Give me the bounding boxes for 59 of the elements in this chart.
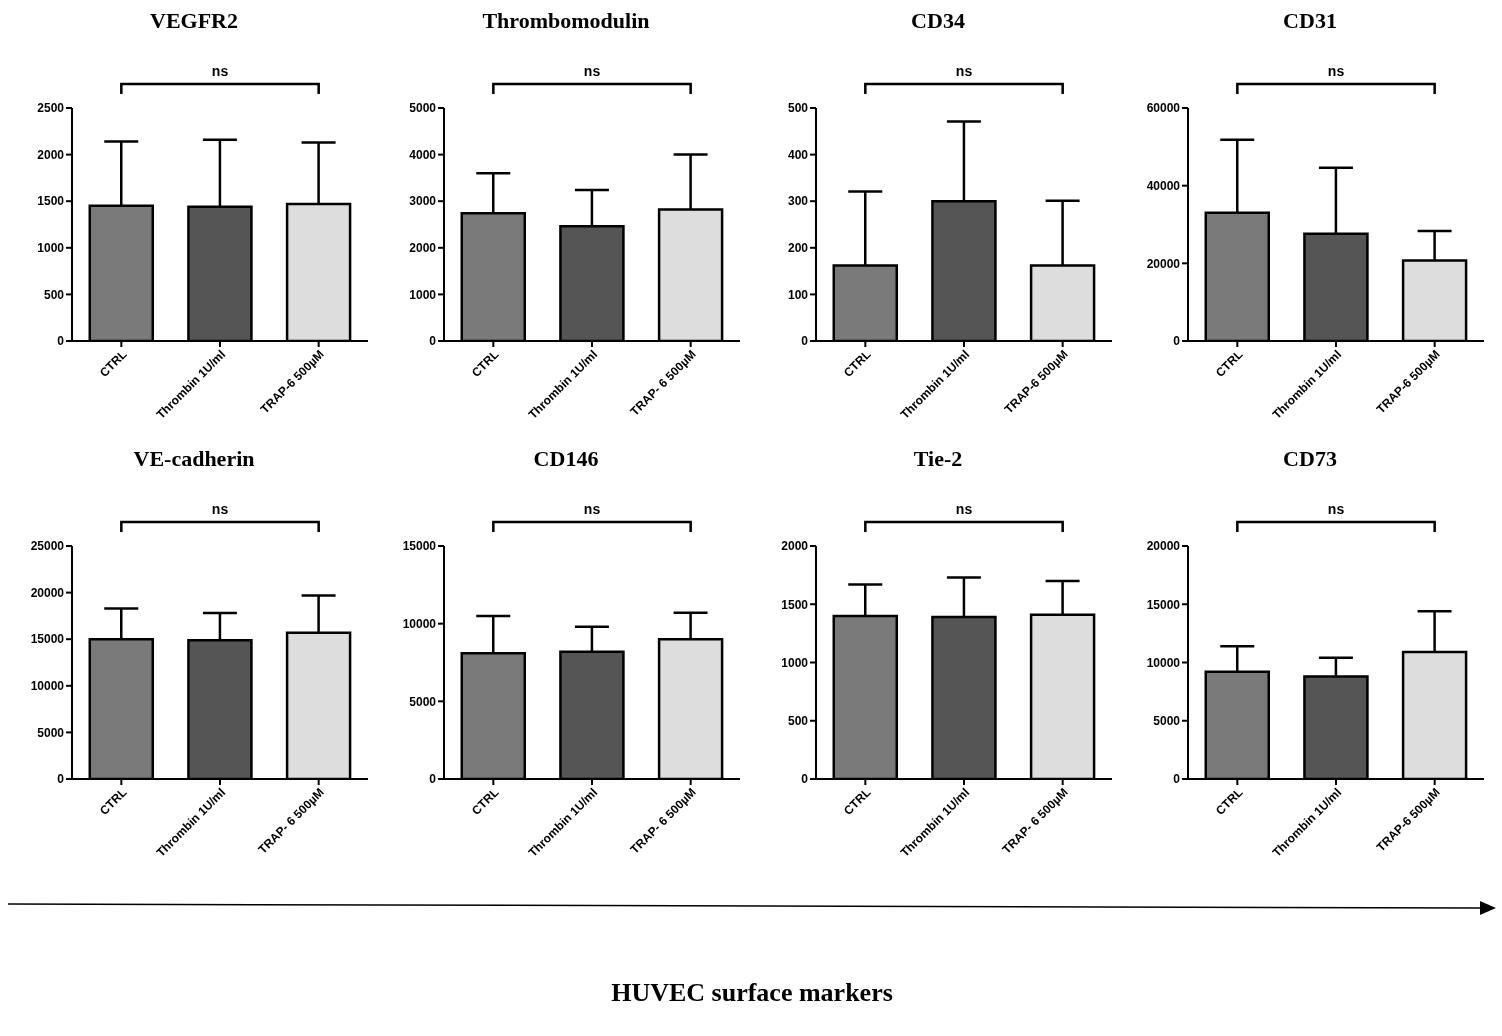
chart-title: VEGFR2: [149, 8, 239, 35]
y-tick-label: 1000: [37, 241, 65, 256]
y-tick-label: 100: [787, 287, 809, 302]
y-tick-label: 60000: [1146, 101, 1181, 116]
y-tick-label: 10000: [1146, 655, 1181, 670]
y-tick-label: 2000: [409, 241, 437, 256]
y-tick-label: 3000: [409, 194, 437, 209]
chart-title: Thrombomodulin: [481, 8, 651, 35]
y-tick-label: 5000: [409, 101, 437, 116]
y-tick-label: 0: [57, 334, 65, 349]
y-tick-label: 40000: [1146, 178, 1181, 193]
y-tick-label: 15000: [1146, 597, 1181, 612]
y-tick-label: 25000: [30, 539, 65, 554]
y-tick-label: 0: [1173, 772, 1181, 787]
y-tick-label: 1500: [37, 194, 65, 209]
y-tick-label: 20000: [1146, 539, 1181, 554]
text: ns: [583, 501, 601, 517]
y-tick-label: 15000: [402, 539, 437, 554]
y-tick-label: 2000: [37, 147, 65, 162]
text: HUVEC surface markers: [610, 978, 894, 1008]
chart-title: CD34: [910, 8, 966, 35]
chart-title: CD31: [1282, 8, 1338, 35]
y-tick-label: 0: [429, 334, 437, 349]
text: ns: [583, 63, 601, 79]
chart-title: CD146: [532, 446, 600, 473]
y-tick-label: 200: [787, 241, 809, 256]
text: ns: [211, 63, 229, 79]
y-tick-label: 0: [1173, 334, 1181, 349]
y-tick-label: 5000: [37, 725, 65, 740]
chart-title: Tie-2: [912, 446, 964, 473]
y-tick-label: 300: [787, 194, 809, 209]
y-tick-label: 500: [787, 714, 809, 729]
y-tick-label: 0: [801, 334, 809, 349]
y-tick-label: 20000: [1146, 256, 1181, 271]
y-tick-label: 10000: [30, 679, 65, 694]
chart-title: VE-cadherin: [132, 446, 256, 473]
text: ns: [1327, 501, 1345, 517]
y-tick-label: 1500: [781, 597, 809, 612]
y-tick-label: 400: [787, 147, 809, 162]
y-tick-label: 1000: [781, 655, 809, 670]
y-tick-label: 1000: [409, 287, 437, 302]
y-tick-label: 2000: [781, 539, 809, 554]
y-tick-label: 10000: [402, 616, 437, 631]
chart-title: CD73: [1282, 446, 1338, 473]
y-tick-label: 500: [43, 287, 65, 302]
y-tick-label: 5000: [409, 694, 437, 709]
text: ns: [1327, 63, 1345, 79]
y-tick-label: 0: [429, 772, 437, 787]
y-tick-label: 500: [787, 101, 809, 116]
y-tick-label: 4000: [409, 147, 437, 162]
y-tick-label: 0: [801, 772, 809, 787]
y-tick-label: 20000: [30, 585, 65, 600]
y-tick-label: 0: [57, 772, 65, 787]
text: ns: [211, 501, 229, 517]
y-tick-label: 2500: [37, 101, 65, 116]
text: ns: [955, 63, 973, 79]
y-tick-label: 5000: [1153, 714, 1181, 729]
y-tick-label: 15000: [30, 632, 65, 647]
text: ns: [955, 501, 973, 517]
